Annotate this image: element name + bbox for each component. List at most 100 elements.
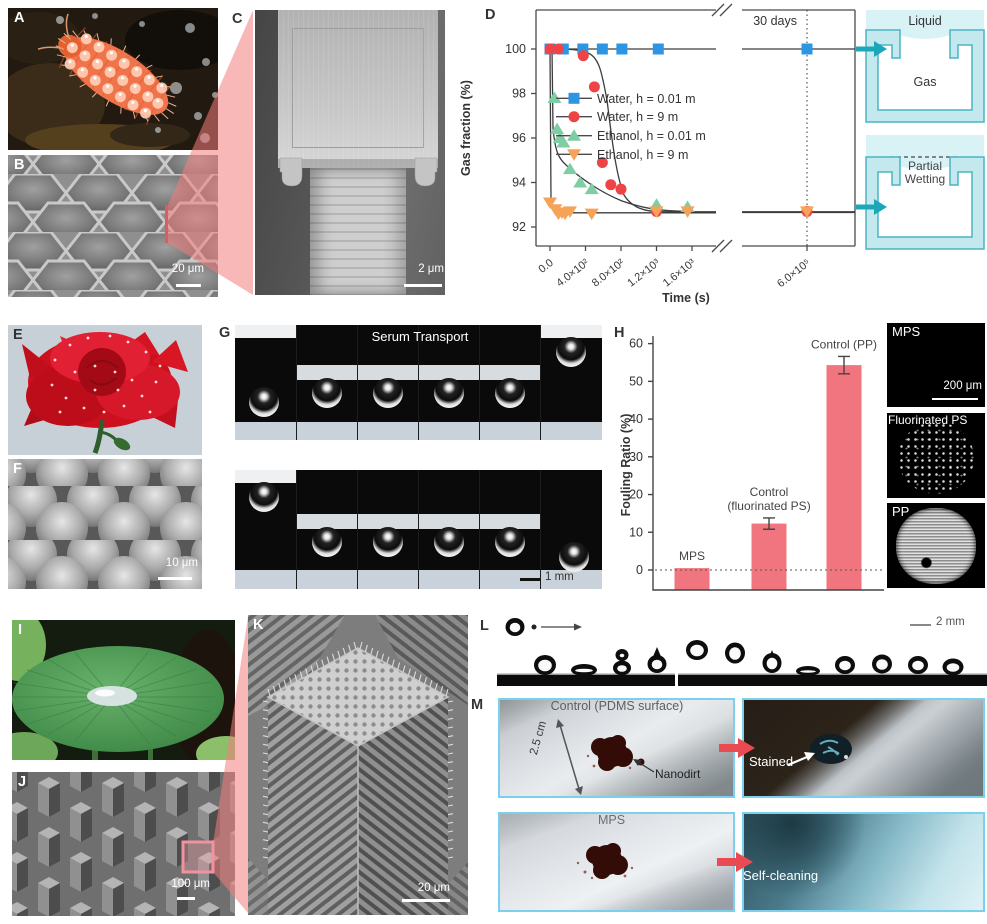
svg-text:60: 60 xyxy=(629,337,643,351)
panel-label-l: L xyxy=(480,618,489,634)
chart-to-schematic-arrows xyxy=(856,41,887,215)
svg-text:4.0×10²: 4.0×10² xyxy=(554,257,591,290)
svg-text:Gas fraction (%): Gas fraction (%) xyxy=(459,80,473,176)
inset-label-pp: PP xyxy=(892,504,910,519)
svg-text:1.6×10³: 1.6×10³ xyxy=(661,257,698,290)
frame-divider xyxy=(357,325,358,440)
fluorescence-image-pp xyxy=(887,503,985,588)
panel-label-e: E xyxy=(13,327,23,343)
pillar-cap xyxy=(278,10,438,168)
springtail-body xyxy=(37,13,177,125)
scalebar-f xyxy=(158,577,192,580)
m-control-label: Control (PDMS surface) xyxy=(550,699,684,713)
frame-divider xyxy=(540,470,541,589)
frame-divider xyxy=(479,325,480,440)
svg-text:50: 50 xyxy=(629,374,643,388)
svg-text:Water, h = 0.01 m: Water, h = 0.01 m xyxy=(597,92,696,106)
panel-a-photo xyxy=(8,8,218,150)
frame-divider xyxy=(418,325,419,440)
water-puddle xyxy=(87,686,137,706)
fluorescence-image-fluorinated-ps xyxy=(887,413,985,498)
fouling-blob xyxy=(896,508,976,584)
svg-text:Ethanol, h = 9 m: Ethanol, h = 9 m xyxy=(597,148,688,162)
svg-text:Control (PP): Control (PP) xyxy=(811,337,877,351)
panel-label-b: B xyxy=(14,157,25,173)
upper-surface xyxy=(540,325,602,338)
svg-text:Control: Control xyxy=(750,485,789,499)
gas-fraction-chart: 100 98 96 94 92 0.04.0×10²8.0×10²1.2×10³1.6×1… xyxy=(459,3,856,305)
scalebar-g xyxy=(520,578,540,581)
serum-droplet xyxy=(249,482,279,512)
scalebar-h-inset xyxy=(932,398,978,400)
scalebar-f-label: 10 μm xyxy=(165,557,198,569)
scalebar-j-label: 100 μm xyxy=(171,878,210,890)
frame-divider xyxy=(479,470,480,589)
fouling-ratio-chart: 0 10 20 30 40 50 60 MPS Control(fluorinated PS) C… xyxy=(619,336,884,591)
m-mps-label: MPS xyxy=(598,813,626,827)
panel-label-a: A xyxy=(14,10,25,26)
frame-divider xyxy=(357,470,358,589)
svg-text:100: 100 xyxy=(505,42,526,56)
svg-text:8.0×10²: 8.0×10² xyxy=(590,257,627,290)
panel-l-droplet-sequence xyxy=(497,618,987,686)
zoom-wedge-b-to-c xyxy=(168,10,253,295)
svg-text:92: 92 xyxy=(512,220,526,234)
scalebar-c xyxy=(404,284,442,287)
svg-text:30: 30 xyxy=(629,450,643,464)
panel-e-photo xyxy=(8,325,202,455)
impact-surface xyxy=(678,675,987,686)
schematic-liquid-label: Liquid xyxy=(908,14,942,28)
pillar-cap-shadow xyxy=(278,159,438,168)
panel-label-h: H xyxy=(614,325,625,341)
scalebar-h-inset-label: 200 μm xyxy=(943,380,982,392)
m-stained-label: Stained xyxy=(749,754,794,769)
svg-text:30 days: 30 days xyxy=(753,14,797,28)
svg-text:98: 98 xyxy=(512,87,526,101)
panel-k-sem-photo xyxy=(248,615,468,915)
panel-m-mps-after xyxy=(742,812,985,912)
frame-divider xyxy=(296,325,297,440)
svg-text:20: 20 xyxy=(629,488,643,502)
zoom-source-line-b xyxy=(165,205,168,243)
wetting-schematics xyxy=(865,10,985,250)
svg-text:MPS: MPS xyxy=(679,549,705,563)
m-self-cleaning-label: Self-cleaning xyxy=(743,868,819,883)
frame-divider xyxy=(296,470,297,589)
panel-label-d: D xyxy=(485,7,496,23)
panel-label-m: M xyxy=(471,697,484,713)
panel-g-bottom-montage xyxy=(235,470,602,589)
upper-surface xyxy=(235,470,296,483)
panel-f-sem-photo xyxy=(8,459,202,589)
serum-droplet xyxy=(556,337,586,367)
rose xyxy=(22,332,188,454)
panel-i-photo xyxy=(12,620,235,760)
dew-droplets xyxy=(50,334,162,414)
leaf-veins xyxy=(12,650,215,744)
svg-text:94: 94 xyxy=(512,176,526,190)
pillar-cap-outline xyxy=(292,28,424,148)
scalebar-l xyxy=(910,624,931,626)
schematic-gas-label: Gas xyxy=(913,75,937,89)
inset-label-mps: MPS xyxy=(892,324,921,339)
pillar-stem xyxy=(310,168,406,295)
svg-text:40: 40 xyxy=(629,412,643,426)
panel-label-f: F xyxy=(13,461,22,477)
svg-text:Water, h = 9 m: Water, h = 9 m xyxy=(597,110,678,124)
scalebar-l-label: 2 mm xyxy=(936,616,965,628)
svg-text:0.0: 0.0 xyxy=(536,257,555,276)
svg-text:Ethanol, h = 0.01 m: Ethanol, h = 0.01 m xyxy=(597,129,706,143)
scalebar-k xyxy=(402,899,450,902)
serum-droplet xyxy=(434,527,464,557)
m-nanodirt-label: Nanodirt xyxy=(655,767,701,781)
scalebar-g-label: 1 mm xyxy=(545,571,574,583)
serum-droplet xyxy=(249,387,279,417)
serum-droplet xyxy=(495,527,525,557)
serum-droplet xyxy=(434,378,464,408)
frame-divider xyxy=(418,470,419,589)
fouling-dots xyxy=(898,422,974,494)
serum-droplet xyxy=(495,378,525,408)
panel-j-sem-photo xyxy=(12,772,235,916)
panel-g-top-montage xyxy=(235,325,602,440)
serum-droplet xyxy=(312,527,342,557)
